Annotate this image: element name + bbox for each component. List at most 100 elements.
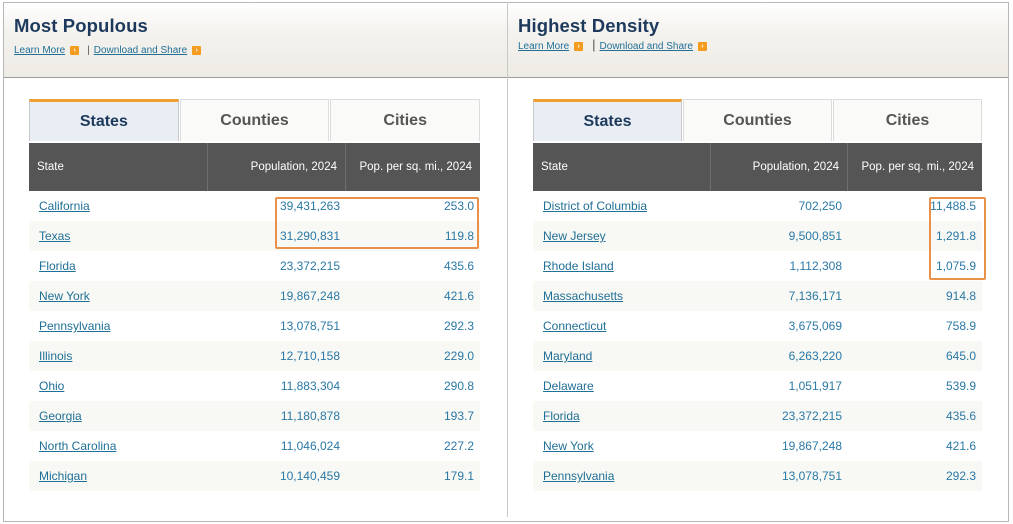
table-row: Rhode Island 1,112,308 1,075.9 <box>533 251 982 281</box>
state-link[interactable]: Pennsylvania <box>39 319 111 333</box>
table-body: District of Columbia 702,250 11,488.5 New … <box>533 191 982 491</box>
density-cell: 227.2 <box>443 439 474 453</box>
state-link[interactable]: New York <box>543 439 594 453</box>
tab-counties[interactable]: Counties <box>179 99 330 141</box>
panel-divider <box>507 2 508 517</box>
tab-counties[interactable]: Counties <box>683 99 832 141</box>
population-cell: 10,140,459 <box>279 469 340 483</box>
table-body: California 39,431,263 253.0 Texas 31,290,83… <box>29 191 480 491</box>
table-row: Illinois 12,710,158 229.0 <box>29 341 480 371</box>
tab-cities[interactable]: Cities <box>833 99 982 141</box>
column-header-state[interactable]: State <box>29 143 208 191</box>
table-row: Michigan 10,140,459 179.1 <box>29 461 480 491</box>
link-separator: | <box>592 37 596 52</box>
chevron-right-icon[interactable]: › <box>697 42 707 51</box>
population-cell: 19,867,248 <box>781 439 842 453</box>
state-link[interactable]: Florida <box>39 259 76 273</box>
state-link[interactable]: Ohio <box>39 379 65 393</box>
table-row: Connecticut 3,675,069 758.9 <box>533 311 982 341</box>
chevron-right-icon[interactable]: › <box>192 46 202 55</box>
panel-header: Highest Density Learn More › | Download … <box>508 3 1008 78</box>
table-row: Delaware 1,051,917 539.9 <box>533 371 982 401</box>
population-table: State Population, 2024 Pop. per sq. mi.,… <box>29 143 480 491</box>
population-cell: 1,051,917 <box>788 379 842 393</box>
density-cell: 179.1 <box>443 469 474 483</box>
state-link[interactable]: Illinois <box>39 349 73 363</box>
most-populous-panel: Most Populous Learn More › | Download an… <box>4 3 507 517</box>
state-link[interactable]: Massachusetts <box>543 289 624 303</box>
table-row: Texas 31,290,831 119.8 <box>29 221 480 251</box>
density-cell: 292.3 <box>945 469 976 483</box>
density-cell: 290.8 <box>443 379 474 393</box>
table-row: California 39,431,263 253.0 <box>29 191 480 221</box>
state-link[interactable]: Maryland <box>543 349 593 363</box>
panel-header: Most Populous Learn More › | Download an… <box>4 3 507 78</box>
table-row: Georgia 11,180,878 193.7 <box>29 401 480 431</box>
chevron-right-icon[interactable]: › <box>70 46 80 55</box>
density-cell: 435.6 <box>443 259 474 273</box>
density-cell: 119.8 <box>444 229 474 243</box>
table-header: State Population, 2024 Pop. per sq. mi.,… <box>29 143 480 191</box>
table-row: Florida 23,372,215 435.6 <box>29 251 480 281</box>
table-row: District of Columbia 702,250 11,488.5 <box>533 191 982 221</box>
population-cell: 7,136,171 <box>788 289 842 303</box>
density-cell: 1,075.9 <box>935 259 976 273</box>
download-share-link[interactable]: Download and Share <box>599 41 693 52</box>
panel-content: States Counties Cities State Population,… <box>4 79 507 517</box>
state-link[interactable]: North Carolina <box>39 439 117 453</box>
state-link[interactable]: New Jersey <box>543 229 606 243</box>
population-cell: 23,372,215 <box>781 409 842 423</box>
state-link[interactable]: California <box>39 199 90 213</box>
state-link[interactable]: Florida <box>543 409 580 423</box>
population-cell: 13,078,751 <box>279 319 340 333</box>
population-cell: 11,046,024 <box>280 439 340 453</box>
download-share-link[interactable]: Download and Share <box>93 45 188 56</box>
state-link[interactable]: Texas <box>39 229 71 243</box>
state-link[interactable]: Delaware <box>543 379 594 393</box>
table-row: North Carolina 11,046,024 227.2 <box>29 431 480 461</box>
density-table: State Population, 2024 Pop. per sq. mi.,… <box>533 143 982 491</box>
population-cell: 23,372,215 <box>279 259 340 273</box>
population-cell: 9,500,851 <box>788 229 842 243</box>
tab-cities[interactable]: Cities <box>330 99 481 141</box>
column-header-state[interactable]: State <box>533 143 711 191</box>
column-header-density[interactable]: Pop. per sq. mi., 2024 <box>861 160 974 173</box>
population-cell: 702,250 <box>798 199 842 213</box>
tab-bar: States Counties Cities <box>29 99 481 141</box>
table-row: Massachusetts 7,136,171 914.8 <box>533 281 982 311</box>
panel-title: Highest Density <box>518 15 660 36</box>
table-header: State Population, 2024 Pop. per sq. mi.,… <box>533 143 982 191</box>
column-header-population[interactable]: Population, 2024 <box>208 143 346 191</box>
population-cell: 1,112,308 <box>789 259 843 273</box>
column-header-density[interactable]: Pop. per sq. mi., 2024 <box>359 160 472 173</box>
column-header-population[interactable]: Population, 2024 <box>711 143 848 191</box>
state-link[interactable]: Michigan <box>39 469 88 483</box>
link-separator: | <box>87 45 90 56</box>
tab-states[interactable]: States <box>29 99 179 141</box>
table-row: New York 19,867,248 421.6 <box>533 431 982 461</box>
density-cell: 914.8 <box>945 289 976 303</box>
state-link[interactable]: Pennsylvania <box>543 469 615 483</box>
population-cell: 11,180,878 <box>280 409 340 423</box>
density-cell: 229.0 <box>443 349 474 363</box>
tab-states[interactable]: States <box>533 99 682 141</box>
population-cell: 39,431,263 <box>279 199 340 213</box>
state-link[interactable]: Georgia <box>39 409 82 423</box>
state-link[interactable]: New York <box>39 289 90 303</box>
chevron-right-icon[interactable]: › <box>574 42 584 51</box>
state-link[interactable]: District of Columbia <box>543 199 648 213</box>
population-cell: 13,078,751 <box>781 469 842 483</box>
state-link[interactable]: Rhode Island <box>543 259 614 273</box>
learn-more-link[interactable]: Learn More <box>14 45 66 56</box>
density-cell: 539.9 <box>945 379 976 393</box>
state-link[interactable]: Connecticut <box>543 319 607 333</box>
table-row: Pennsylvania 13,078,751 292.3 <box>29 311 480 341</box>
density-cell: 253.0 <box>443 199 474 213</box>
panel-content: States Counties Cities State Population,… <box>508 79 1008 517</box>
table-row: Ohio 11,883,304 290.8 <box>29 371 480 401</box>
learn-more-link[interactable]: Learn More <box>518 41 570 52</box>
population-cell: 31,290,831 <box>279 229 340 243</box>
density-cell: 435.6 <box>945 409 976 423</box>
density-cell: 645.0 <box>945 349 976 363</box>
density-cell: 292.3 <box>443 319 474 333</box>
